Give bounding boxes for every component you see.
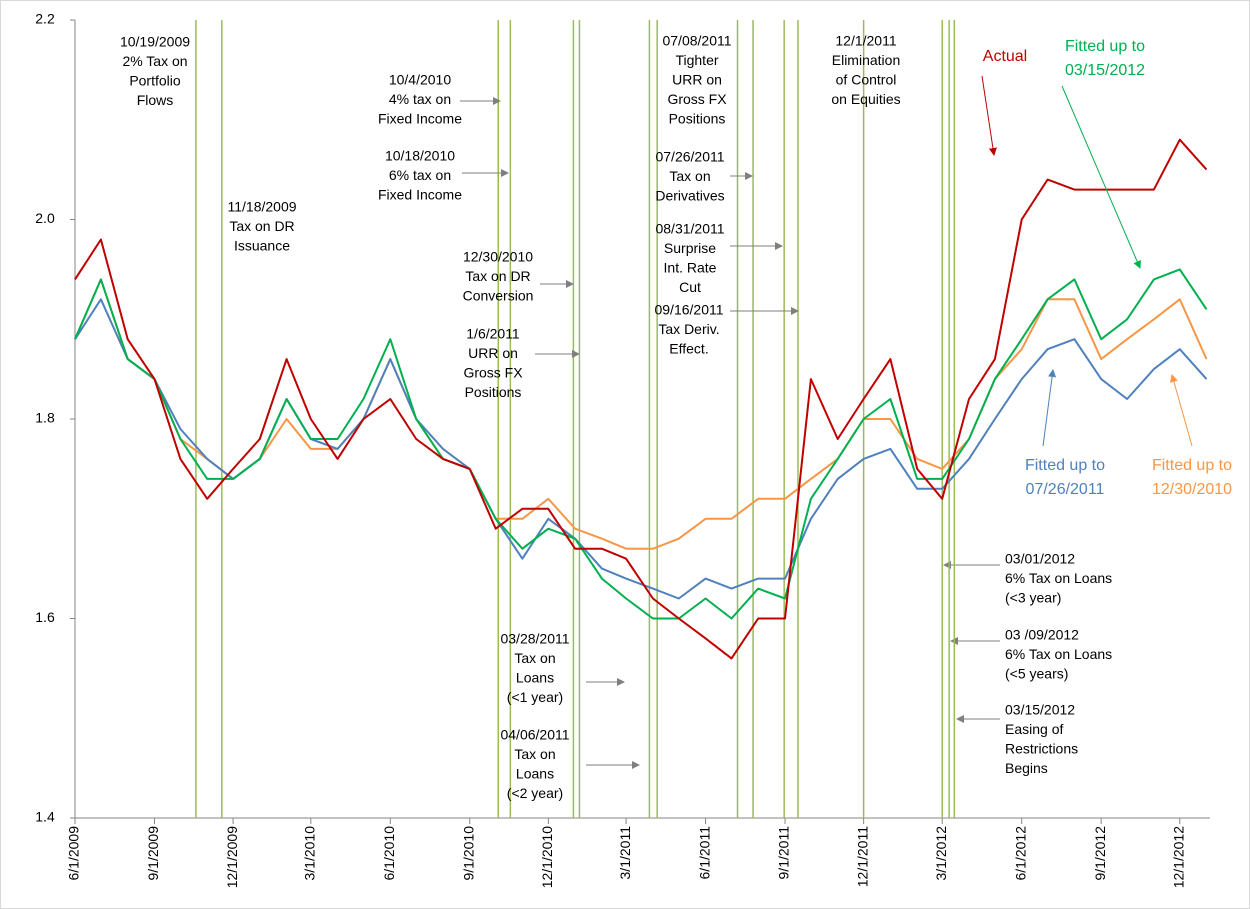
- series-line: [74, 278, 1208, 550]
- x-tick-label: 9/1/2011: [776, 826, 792, 880]
- event-label: URR on: [468, 345, 518, 361]
- x-tick-label: 12/1/2010: [539, 826, 555, 888]
- y-tick-label: 2.2: [35, 11, 55, 27]
- event-label: 08/31/2011: [655, 221, 724, 237]
- event-label: Easing of: [1005, 721, 1063, 737]
- event-label: 07/08/2011: [662, 33, 731, 49]
- x-tick-label: 3/1/2011: [617, 826, 633, 880]
- x-tick-label: 12/1/2011: [854, 826, 870, 887]
- event-label: Cut: [679, 279, 701, 295]
- event-label: 10/18/2010: [385, 148, 455, 164]
- event-label: 03/01/2012: [1005, 551, 1075, 567]
- series-arrow: [1061, 85, 1141, 269]
- event-label: 4% tax on: [389, 91, 451, 107]
- event-label: 04/06/2011: [500, 727, 569, 743]
- x-tick-label: 9/1/2009: [145, 826, 161, 881]
- event-label: Surprise: [664, 240, 716, 256]
- event-label: 03/28/2011: [500, 631, 569, 647]
- event-label: 09/16/2011: [654, 302, 723, 318]
- event-label: URR on: [672, 72, 722, 88]
- event-label: Derivatives: [655, 188, 724, 204]
- series-line: [74, 268, 1208, 620]
- event-label: 12/30/2010: [463, 249, 533, 265]
- series-label: Fitted up to 03/15/2012: [1064, 38, 1146, 79]
- event-label: Gross FX: [667, 91, 727, 107]
- event-label: Issuance: [234, 238, 290, 254]
- x-tick-label: 6/1/2012: [1012, 826, 1028, 881]
- x-tick-label: 6/1/2009: [66, 826, 82, 881]
- event-label: (<5 years): [1005, 666, 1068, 682]
- event-label: Restrictions: [1005, 741, 1078, 757]
- event-label: Tax on DR: [465, 268, 530, 284]
- y-tick-label: 1.8: [35, 410, 55, 426]
- event-label: 2% Tax on: [122, 53, 187, 69]
- event-label: Elimination: [832, 52, 900, 68]
- y-tick-label: 1.4: [35, 809, 55, 825]
- y-tick-label: 2.0: [35, 210, 55, 226]
- x-tick-label: 9/1/2012: [1092, 826, 1108, 881]
- event-label: Loans: [516, 766, 554, 782]
- event-label: 6% tax on: [389, 167, 451, 183]
- event-label: Conversion: [463, 288, 534, 304]
- event-label: 10/19/2009: [120, 34, 190, 50]
- event-label: 10/4/2010: [389, 72, 451, 88]
- x-tick-label: 9/1/2010: [460, 826, 476, 881]
- event-label: Tighter: [675, 52, 718, 68]
- event-label: (<2 year): [507, 785, 563, 801]
- event-label: Tax on: [514, 650, 555, 666]
- event-label: 11/18/2009: [227, 199, 296, 215]
- event-label: on Equities: [831, 91, 900, 107]
- x-tick-label: 12/1/2009: [224, 826, 240, 888]
- event-label: Fixed Income: [378, 111, 462, 127]
- x-tick-label: 6/1/2010: [381, 826, 397, 881]
- event-label: Int. Rate: [664, 260, 717, 276]
- event-label: Tax on: [669, 168, 710, 184]
- event-label: Loans: [516, 670, 554, 686]
- y-tick-label: 1.6: [35, 609, 55, 625]
- event-label: 12/1/2011: [835, 33, 896, 49]
- series-label: Actual: [982, 48, 1028, 65]
- event-label: Positions: [465, 384, 522, 400]
- x-tick-label: 12/1/2012: [1170, 826, 1186, 888]
- event-label: (<3 year): [1005, 590, 1061, 606]
- event-label: Effect.: [669, 341, 708, 357]
- event-label: Positions: [669, 111, 726, 127]
- x-tick-label: 3/1/2010: [302, 826, 318, 881]
- series-arrow: [981, 75, 997, 156]
- series-label: Fitted up to 07/26/2011: [1024, 457, 1106, 498]
- event-label: Portfolio: [129, 73, 181, 89]
- series-arrow: [1170, 374, 1193, 447]
- event-label: Gross FX: [463, 365, 523, 381]
- event-label: Flows: [137, 92, 174, 108]
- event-label: (<1 year): [507, 689, 563, 705]
- event-label: Tax on DR: [229, 218, 294, 234]
- event-label: 1/6/2011: [466, 326, 520, 342]
- event-label: 03/15/2012: [1005, 702, 1075, 718]
- series-line: [74, 138, 1208, 660]
- event-label: 6% Tax on Loans: [1005, 646, 1112, 662]
- event-label: 03 /09/2012: [1005, 627, 1079, 643]
- event-label: Tax Deriv.: [658, 321, 719, 337]
- series-label: Fitted up to 12/30/2010: [1151, 457, 1233, 498]
- series-arrow: [1042, 369, 1057, 447]
- event-label: Tax on: [514, 746, 555, 762]
- x-tick-label: 3/1/2012: [933, 826, 949, 881]
- event-label: Fixed Income: [378, 187, 462, 203]
- x-tick-label: 6/1/2011: [696, 826, 712, 880]
- event-label: 07/26/2011: [655, 149, 724, 165]
- event-label: Begins: [1005, 760, 1048, 776]
- event-label: 6% Tax on Loans: [1005, 570, 1112, 586]
- event-label: of Control: [836, 72, 897, 88]
